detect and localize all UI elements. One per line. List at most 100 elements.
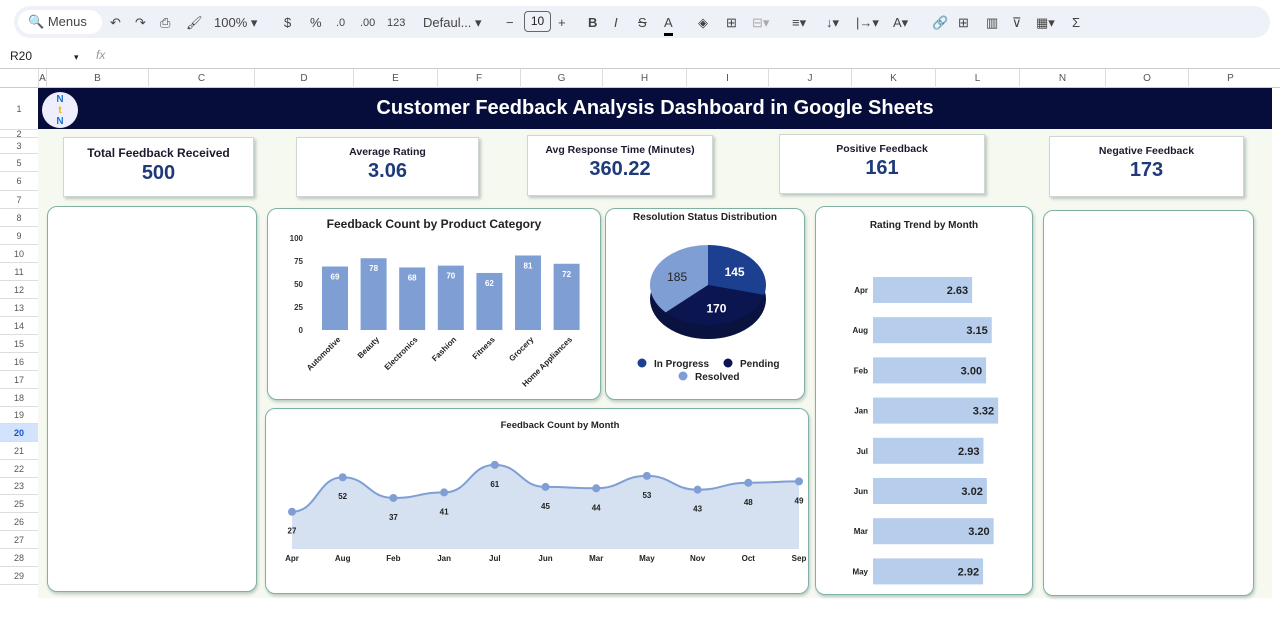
row-header-cell[interactable]: 6 [0,172,38,191]
point-data-label: 48 [744,498,753,507]
row-header-cell[interactable]: 15 [0,335,38,353]
column-header-cell[interactable]: D [254,69,353,88]
row-header-cell[interactable]: 25 [0,495,38,513]
column-header-cell[interactable]: J [768,69,851,88]
menus-search[interactable]: 🔍 Menus [18,10,102,34]
row-header-cell[interactable]: 12 [0,281,38,299]
row-header-cell[interactable]: 3 [0,138,38,154]
bar [322,266,348,330]
row-header-cell[interactable]: 17 [0,371,38,389]
kpi-value: 360.22 [589,158,651,180]
y-tick-label: Aug [852,326,868,335]
row-header-cell[interactable]: 2 [0,130,38,139]
row-header-cell[interactable]: 10 [0,245,38,263]
text-rotation-icon[interactable]: A▾ [893,15,909,30]
number-format-button[interactable]: 123 [387,17,406,29]
link-icon[interactable]: 🔗 [932,15,949,30]
text-wrap-icon[interactable]: |→▾ [856,15,879,30]
row-header-cell[interactable]: 1 [0,88,38,130]
y-tick-label: Jan [854,407,868,416]
sum-icon[interactable]: Σ [1072,15,1081,30]
vertical-align-icon[interactable]: ↓▾ [826,15,840,30]
column-header-cell[interactable]: K [851,69,935,88]
align-icon[interactable]: ≡▾ [792,15,807,30]
merge-cells-icon[interactable]: ⊟▾ [752,15,770,30]
column-header-cell[interactable]: F [437,69,520,88]
bar [360,258,387,330]
undo-icon[interactable]: ↶ [110,15,121,30]
bar-data-label: 2.92 [958,566,979,578]
row-header-cell[interactable]: 5 [0,154,38,172]
row-header-cell[interactable]: 22 [0,460,38,478]
column-header-cell[interactable]: H [602,69,686,88]
column-header-cell[interactable]: E [353,69,437,88]
column-header-cell[interactable]: G [520,69,602,88]
row-header-cell[interactable]: 23 [0,478,38,495]
functions-menu-icon[interactable]: ▦▾ [1036,15,1055,30]
point-data-label: 45 [541,502,550,511]
row-header-cell[interactable]: 19 [0,407,38,424]
x-tick-label: Electronics [383,335,420,372]
borders-icon[interactable]: ⊞ [726,15,737,30]
column-header-cell[interactable]: L [935,69,1019,88]
zoom-select[interactable]: 100% ▾ [214,15,258,30]
column-header-cell[interactable]: I [686,69,768,88]
column-header-cell[interactable]: B [46,69,148,88]
row-header-cell[interactable]: 16 [0,353,38,371]
increase-decimal-button[interactable]: .00 [360,17,376,29]
column-header-cell[interactable]: P [1188,69,1272,88]
comment-icon[interactable]: ⊞ [958,15,969,30]
point-data-label: 37 [389,513,398,522]
row-header-cell[interactable]: 14 [0,317,38,335]
legend-swatch [637,358,647,368]
row-header-cell[interactable]: 21 [0,442,38,460]
paint-format-icon[interactable]: 🖌 [186,15,203,30]
italic-button[interactable]: I [614,15,618,30]
percent-button[interactable]: % [310,15,322,30]
bold-button[interactable]: B [588,15,598,30]
bar-data-label: 2.93 [958,446,979,458]
column-header-cell[interactable]: N [1019,69,1105,88]
row-header-cell[interactable]: 20 [0,424,38,442]
font-size-input[interactable]: 10 [524,11,551,32]
rating-bar [873,357,987,384]
fill-color-icon[interactable]: ◈ [698,15,708,30]
column-header-cell[interactable]: A [38,69,46,88]
currency-button[interactable]: $ [284,15,292,30]
row-header-cell[interactable]: 7 [0,191,38,209]
x-tick-label: Fitness [471,335,498,362]
font-size-increase[interactable]: + [558,15,566,30]
row-header-cell[interactable]: 13 [0,299,38,317]
chart-icon[interactable]: ▥ [986,15,999,30]
row-header-cell[interactable]: 11 [0,263,38,281]
font-size-decrease[interactable]: − [506,15,514,30]
redo-icon[interactable]: ↷ [135,15,146,30]
x-tick-label: Apr [285,554,299,563]
name-box[interactable]: R20 ▾ [10,49,79,63]
column-header-cell[interactable]: O [1105,69,1188,88]
row-header-cell[interactable]: 28 [0,549,38,567]
filter-icon[interactable]: ⊽ [1012,15,1022,30]
point-data-label: 27 [288,527,297,536]
data-point [288,507,296,516]
row-header-cell[interactable]: 27 [0,531,38,549]
row-header-cell[interactable]: 9 [0,227,38,245]
font-select[interactable]: Defaul... ▾ [423,15,482,30]
text-color-icon[interactable]: A [664,13,673,36]
row-header-cell[interactable]: 29 [0,567,38,585]
kpi-label: Negative Feedback [1098,145,1195,157]
row-header-cell[interactable]: 26 [0,513,38,531]
print-icon[interactable]: ⎙ [160,15,171,30]
kpi-card: Avg Response Time (Minutes) 360.22 [527,135,713,196]
row-header-cell[interactable]: 18 [0,389,38,407]
data-point [440,488,449,497]
bar-data-label: 68 [408,273,417,282]
rating-bar [873,397,999,424]
decrease-decimal-button[interactable]: .0 [336,17,346,29]
column-header-cell[interactable]: C [148,69,254,88]
strikethrough-icon[interactable]: S [638,15,647,30]
row-header-cell[interactable]: 8 [0,209,38,227]
rating-bar [873,277,973,303]
